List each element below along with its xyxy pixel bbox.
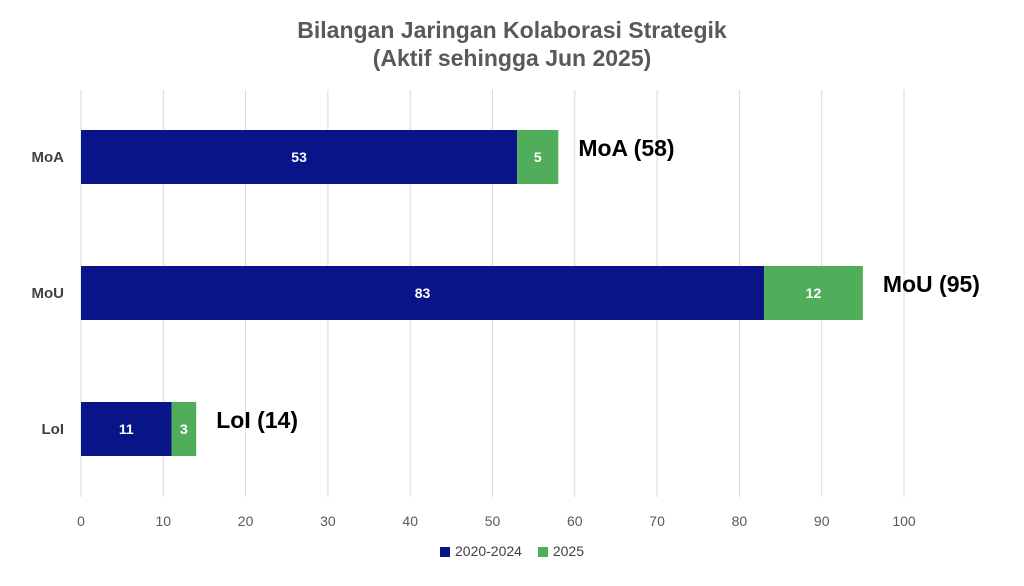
bar-moa-2025 — [517, 130, 559, 184]
category-label-moa: MoA — [32, 149, 65, 166]
bar-mou-2025 — [764, 266, 863, 320]
data-label-loi-2025: 3 — [180, 421, 188, 437]
x-tick-label-60: 60 — [567, 513, 583, 529]
legend-label-2025: 2025 — [552, 543, 584, 559]
x-tick-label-30: 30 — [320, 513, 336, 529]
category-label-loi: LoI — [42, 421, 65, 438]
bar-loi-2020-2024 — [81, 402, 172, 456]
x-tick-label-90: 90 — [814, 513, 830, 529]
bar-mou-2020-2024 — [81, 266, 765, 320]
data-label-loi-2020-2024: 11 — [119, 421, 134, 437]
bar-loi-2025 — [171, 402, 197, 456]
x-tick-label-100: 100 — [892, 513, 916, 529]
x-tick-label-70: 70 — [649, 513, 665, 529]
legend-swatch-2025 — [537, 547, 548, 557]
data-label-moa-2020-2024: 53 — [291, 149, 307, 165]
legend: 2020-2024 2025 — [0, 543, 1024, 559]
data-label-mou-2025: 12 — [806, 285, 822, 301]
x-tick-label-20: 20 — [238, 513, 254, 529]
legend-item-2020-2024: 2020-2024 — [440, 543, 522, 559]
total-label-moa: MoA (58) — [578, 135, 674, 161]
legend-item-2025: 2025 — [537, 543, 584, 559]
legend-swatch-2020-2024 — [440, 547, 450, 557]
chart-title: Bilangan Jaringan Kolaborasi Strategik — [297, 17, 727, 43]
x-tick-label-80: 80 — [732, 513, 748, 529]
x-tick-label-10: 10 — [156, 513, 172, 529]
total-label-loi: LoI (14) — [216, 407, 298, 433]
data-label-mou-2020-2024: 83 — [415, 285, 431, 301]
x-tick-label-40: 40 — [402, 513, 418, 529]
total-label-mou: MoU (95) — [883, 271, 980, 297]
category-label-mou: MoU — [32, 285, 65, 302]
data-label-moa-2025: 5 — [534, 149, 542, 165]
x-tick-label-0: 0 — [77, 513, 85, 529]
x-tick-label-50: 50 — [485, 513, 501, 529]
legend-label-2020-2024: 2020-2024 — [455, 543, 522, 559]
bar-moa-2020-2024 — [81, 130, 518, 184]
chart-subtitle: (Aktif sehingga Jun 2025) — [372, 45, 652, 71]
